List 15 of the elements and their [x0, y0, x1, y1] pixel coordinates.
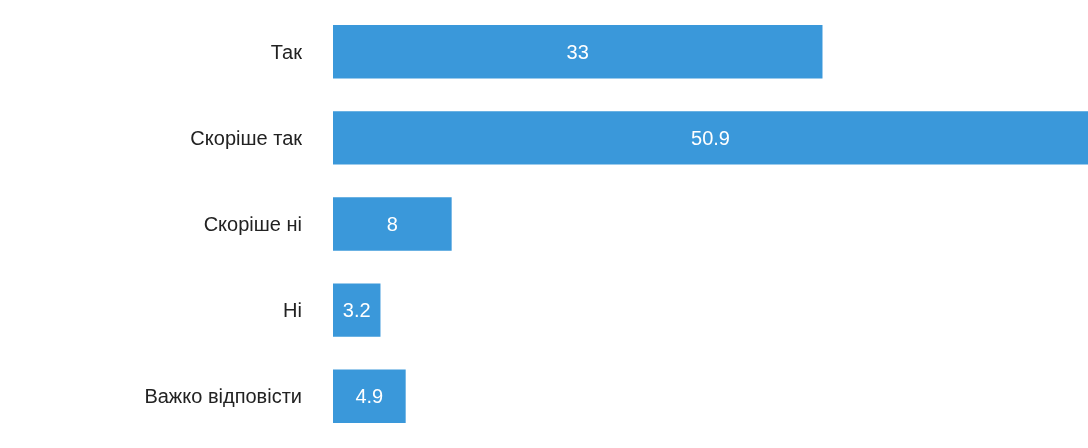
data-label: 33 — [566, 40, 589, 63]
data-label: 4.9 — [355, 385, 384, 408]
y-tick-label: Так — [270, 40, 303, 63]
y-tick-label: Важко відповісти — [144, 385, 302, 408]
bar — [333, 24, 823, 79]
y-tick-label: Скоріше ні — [203, 213, 302, 235]
data-label: 3.2 — [342, 299, 371, 322]
bar — [333, 369, 406, 424]
bar — [333, 197, 452, 251]
bar — [333, 111, 1088, 165]
data-label: 50.9 — [691, 126, 730, 149]
data-label: 8 — [386, 213, 398, 235]
bar — [333, 283, 381, 337]
y-tick-label: Скоріше так — [190, 126, 303, 149]
y-tick-label: Ні — [283, 299, 302, 322]
